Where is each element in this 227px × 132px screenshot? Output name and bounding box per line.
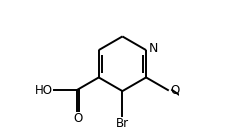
- Text: O: O: [169, 84, 178, 96]
- Text: O: O: [73, 112, 82, 125]
- Text: N: N: [148, 42, 158, 55]
- Text: Br: Br: [115, 117, 128, 130]
- Text: HO: HO: [35, 84, 53, 96]
